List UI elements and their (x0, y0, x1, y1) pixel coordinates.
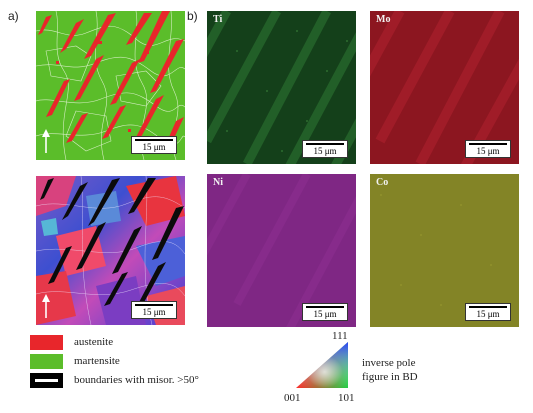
legend-label-boundaries: boundaries with misor. >50° (74, 374, 199, 386)
legend-label-austenite: austenite (74, 336, 114, 348)
ipf-vertex-111: 111 (332, 330, 348, 342)
panel-label-b: b) (187, 9, 198, 23)
ti-map-title: Ti (213, 14, 223, 25)
co-map-title: Co (376, 177, 389, 188)
legend-label-martensite: martensite (74, 355, 120, 367)
ipf-color-key: 111 001 101 (284, 330, 368, 408)
ipf-triangle-icon (296, 342, 348, 388)
austenite-swatch (30, 335, 63, 350)
phase-map-image (36, 11, 185, 160)
scale-bar-ipf: 15 μm (131, 301, 177, 319)
ipf-map-image (36, 176, 185, 325)
scale-bar-ni: 15 μm (302, 303, 348, 321)
scale-bar-co: 15 μm (465, 303, 511, 321)
scale-bar-mo: 15 μm (465, 140, 511, 158)
martensite-swatch (30, 354, 63, 369)
scale-bar-ti: 15 μm (302, 140, 348, 158)
ti-map-image (207, 11, 356, 164)
ipf-vertex-101: 101 (338, 392, 355, 404)
co-map: Co 15 μm (370, 174, 519, 327)
ni-map-title: Ni (213, 177, 223, 188)
ipf-caption-line1: inverse pole (362, 357, 416, 369)
ipf-vertex-001: 001 (284, 392, 301, 404)
ipf-caption-line2: figure in BD (362, 371, 418, 383)
mo-map-title: Mo (376, 14, 391, 25)
phase-map: 15 μm (36, 11, 185, 160)
panel-label-a: a) (8, 9, 19, 23)
ni-map-image (207, 174, 356, 327)
scale-bar-phase: 15 μm (131, 136, 177, 154)
mo-map: Mo 15 μm (370, 11, 519, 164)
co-map-image (370, 174, 519, 327)
mo-map-image (370, 11, 519, 164)
ti-map: Ti 15 μm (207, 11, 356, 164)
ni-map: Ni 15 μm (207, 174, 356, 327)
boundaries-swatch (30, 373, 63, 388)
ipf-map: 15 μm (36, 176, 185, 325)
